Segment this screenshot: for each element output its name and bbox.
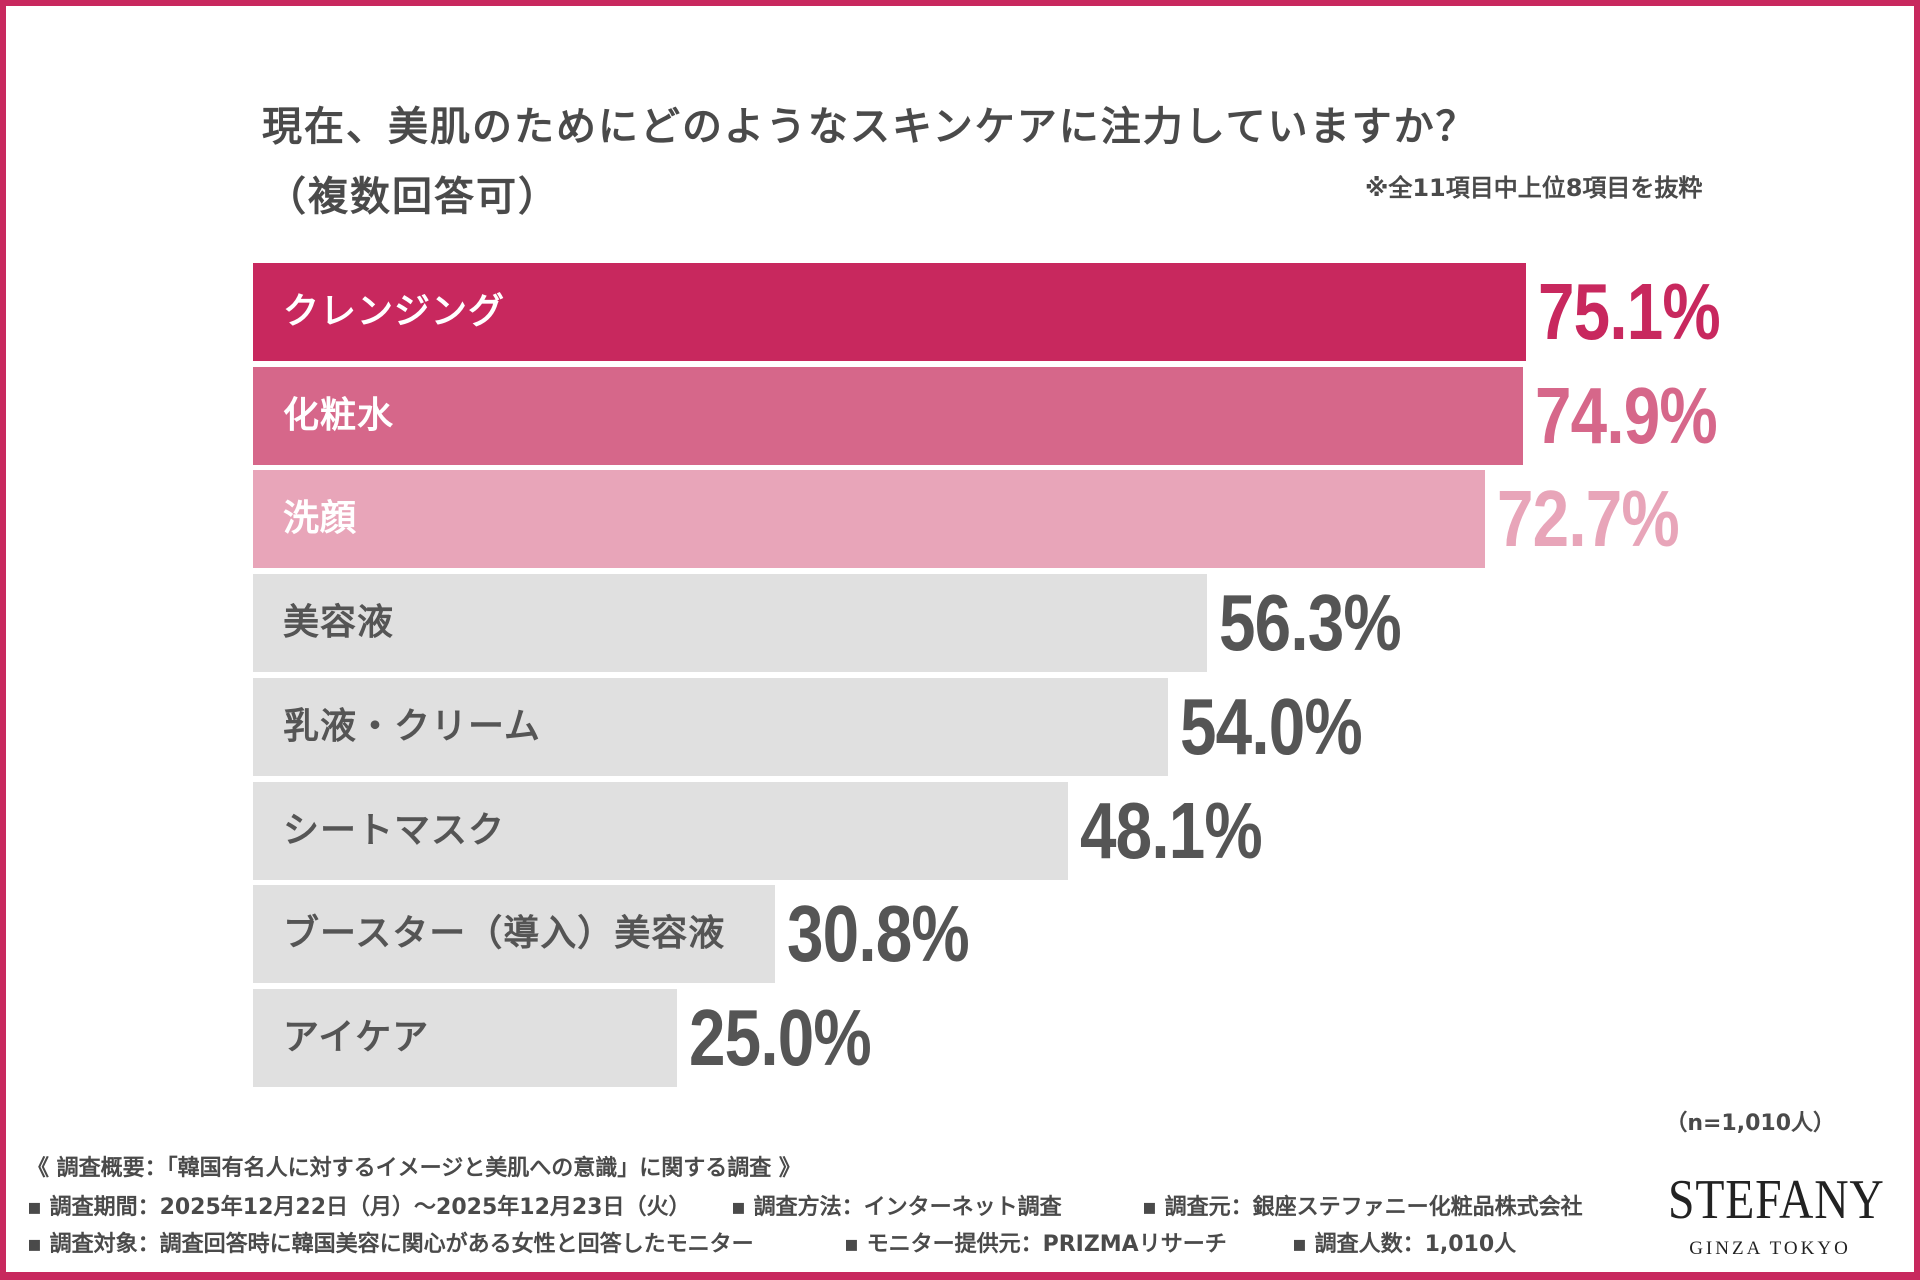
survey-panel: ▪ モニター提供元：PRIZMAリサーチ bbox=[844, 1232, 1227, 1257]
chart-subtitle: （複数回答可） bbox=[266, 174, 560, 220]
bar-category-label: ブースター（導入）美容液 bbox=[283, 913, 726, 955]
survey-target: ▪ 調査対象：調査回答時に韓国美容に関心がある女性と回答したモニター bbox=[27, 1232, 754, 1257]
bar: シートマスク bbox=[253, 781, 1069, 880]
bar-value-label: 30.8% bbox=[787, 889, 970, 979]
bar-category-label: 洗顔 bbox=[283, 498, 358, 540]
logo-main: STEFANY bbox=[1668, 1169, 1885, 1231]
bar: 洗顔 bbox=[253, 470, 1486, 569]
bar-value-label: 56.3% bbox=[1219, 578, 1402, 668]
bar-category-label: 化粧水 bbox=[283, 394, 395, 436]
stefany-logo: STEFANY GINZA TOKYO bbox=[1650, 1170, 1890, 1260]
bar-category-label: 美容液 bbox=[283, 602, 395, 644]
survey-count: ▪ 調査人数：1,010人 bbox=[1292, 1232, 1517, 1257]
bar: 美容液 bbox=[253, 574, 1208, 673]
bar-value-label: 74.9% bbox=[1534, 370, 1718, 460]
bar: 化粧水 bbox=[253, 366, 1523, 465]
survey-organizer: ▪ 調査元：銀座ステファニー化粧品株式会社 bbox=[1142, 1195, 1583, 1220]
bar: クレンジング bbox=[253, 263, 1526, 361]
bar-category-label: 乳液・クリーム bbox=[283, 705, 541, 747]
bar: アイケア bbox=[253, 988, 677, 1087]
bar-value-label: 54.0% bbox=[1180, 681, 1363, 771]
bar: ブースター（導入）美容液 bbox=[253, 885, 776, 984]
bar-value-label: 48.1% bbox=[1080, 785, 1263, 875]
bar-category-label: クレンジング bbox=[283, 291, 506, 332]
bar-category-label: アイケア bbox=[283, 1016, 430, 1058]
survey-summary: 《 調査概要：「韓国有名人に対するイメージと美肌への意識」に関する調査 》 bbox=[27, 1156, 801, 1181]
logo-sub: GINZA TOKYO bbox=[1689, 1238, 1851, 1259]
chart-title: 現在、美肌のためにどのようなスキンケアに注力していますか？ bbox=[262, 104, 1478, 150]
bar-value-label: 72.7% bbox=[1497, 474, 1680, 564]
survey-method: ▪ 調査方法：インターネット調査 bbox=[731, 1195, 1062, 1220]
note: ※全11項目中上位8項目を抜粋 bbox=[1365, 174, 1703, 202]
survey-period: ▪ 調査期間：2025年12月22日（月）～2025年12月23日（火） bbox=[27, 1195, 691, 1220]
bar-value-label: 75.1% bbox=[1537, 267, 1721, 356]
bar-value-label: 25.0% bbox=[688, 992, 872, 1082]
sample-size: （n=1,010人） bbox=[1665, 1111, 1835, 1136]
bar: 乳液・クリーム bbox=[253, 677, 1169, 776]
bar-category-label: シートマスク bbox=[283, 809, 506, 851]
